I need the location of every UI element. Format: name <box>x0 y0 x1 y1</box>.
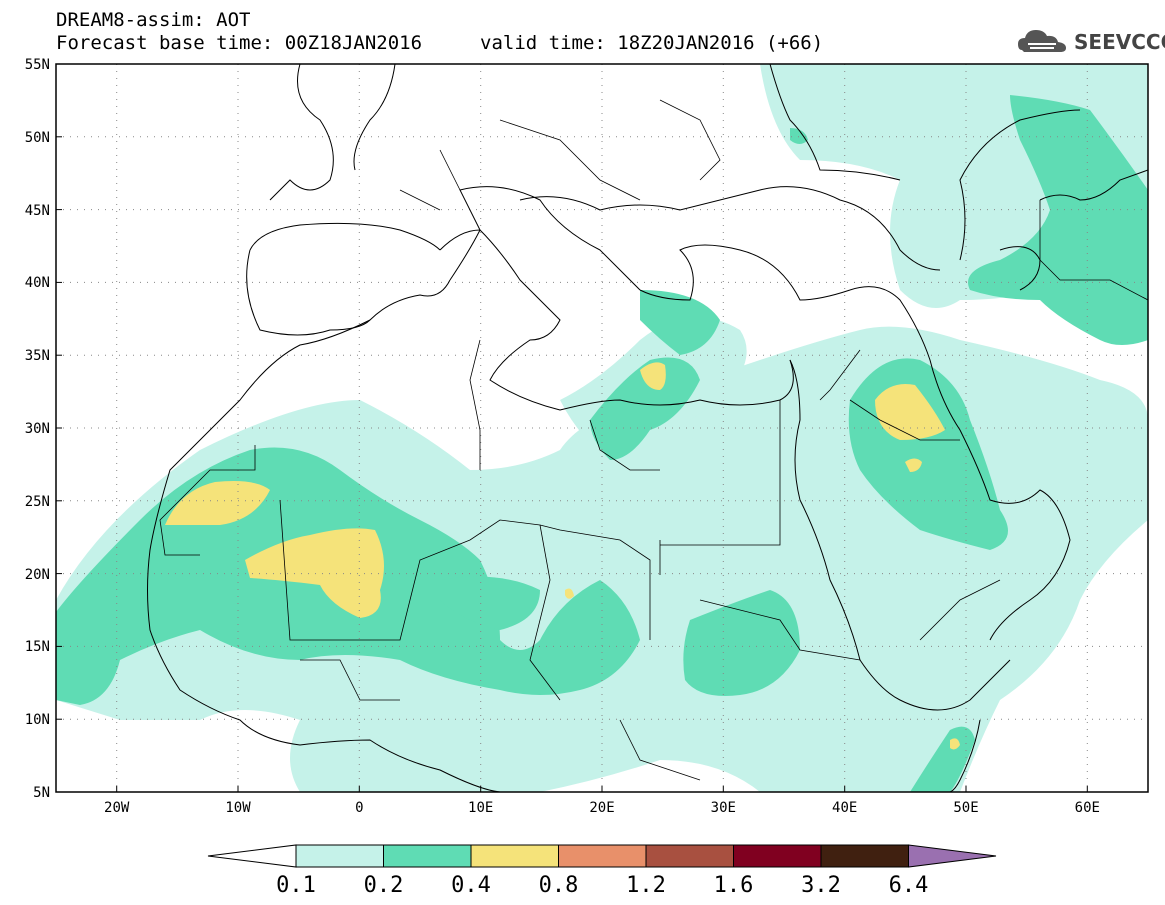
lat-label: 50N <box>25 130 50 146</box>
lat-label: 20N <box>25 567 50 583</box>
valid-time: valid time: 18Z20JAN2016 (+66) <box>480 32 824 54</box>
borders <box>159 99 1148 781</box>
lat-label: 10N <box>25 712 50 728</box>
lat-labels: 55N 50N 45N 40N 35N 30N 25N 20N 15N 10N … <box>25 57 50 801</box>
colorbar-label: 1.6 <box>714 873 754 898</box>
lon-label: 40E <box>832 800 857 816</box>
colorbar-segment <box>470 844 559 868</box>
colorbar-label: 1.2 <box>626 873 666 898</box>
logo-text: SEEVCCC <box>1074 30 1165 54</box>
colorbar-segment <box>383 844 472 868</box>
lon-label: 10E <box>468 800 493 816</box>
lat-label: 5N <box>33 785 50 801</box>
lon-label: 20E <box>589 800 614 816</box>
colorbar-segment <box>558 844 647 868</box>
lat-label: 40N <box>25 275 50 291</box>
lat-label: 15N <box>25 639 50 655</box>
map-title: DREAM8-assim: AOT <box>56 9 251 31</box>
colorbar-label: 0.4 <box>451 873 491 898</box>
colorbar-label: 6.4 <box>889 873 929 898</box>
colorbar-segment <box>645 844 734 868</box>
lon-labels: 20W 10W 0 10E 20E 30E 40E 50E 60E <box>104 800 1100 816</box>
lon-label: 10W <box>225 800 251 816</box>
colorbar-segment <box>295 844 384 868</box>
tick-marks <box>56 136 1088 792</box>
lon-label: 0 <box>355 800 363 816</box>
lon-label: 60E <box>1075 800 1100 816</box>
colorbar-label: 3.2 <box>801 873 841 898</box>
lat-label: 35N <box>25 348 50 364</box>
lat-label: 45N <box>25 203 50 219</box>
lon-label: 30E <box>711 800 736 816</box>
forecast-base-time: Forecast base time: 00Z18JAN2016 <box>56 32 423 54</box>
lat-label: 25N <box>25 494 50 510</box>
colorbar-over-arrow <box>908 844 997 868</box>
cloud-icon <box>1018 30 1066 52</box>
colorbar-label: 0.1 <box>276 873 316 898</box>
colorbar-segment <box>820 844 909 868</box>
colorbar-label: 0.2 <box>364 873 404 898</box>
colorbar-segment <box>733 844 822 868</box>
lon-label: 20W <box>104 800 130 816</box>
lat-label: 30N <box>25 421 50 437</box>
lon-label: 50E <box>953 800 978 816</box>
aot-field <box>56 64 1148 792</box>
colorbar-under-arrow <box>207 844 297 868</box>
colorbar-label: 0.8 <box>539 873 579 898</box>
coastlines <box>147 64 1148 792</box>
lat-label: 55N <box>25 57 50 73</box>
colorbar: 0.1 0.2 0.4 0.8 1.2 1.6 3.2 6.4 <box>207 844 997 898</box>
